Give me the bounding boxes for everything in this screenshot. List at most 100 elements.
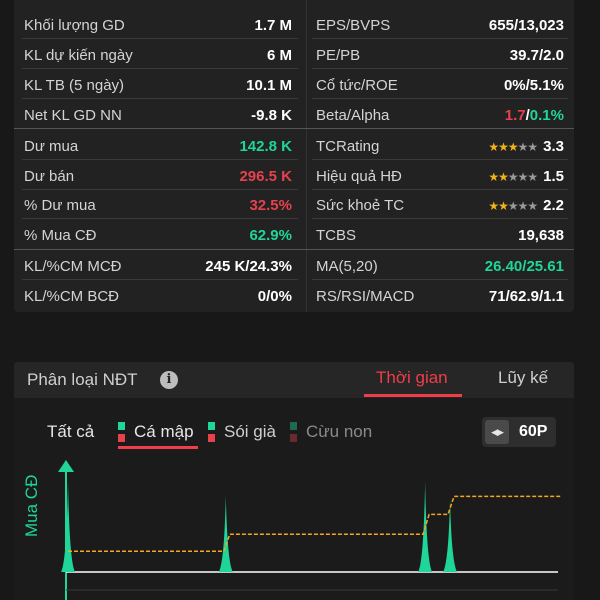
stat-row: Dư mua 142.8 K [24,131,292,161]
stat-value-sep: / [525,106,530,124]
stat-value: 32.5% [249,197,292,214]
star-rating-icon: ★ ★ ★ ★ ★ [488,198,538,213]
stat-row: EPS/BVPS 655/13,023 [316,10,564,40]
stat-label: Beta/Alpha [316,106,390,124]
stat-label: KL dự kiến ngày [24,46,133,64]
stat-value-a: 26.40 [484,257,523,275]
row-divider [22,218,298,219]
stat-label: Dư mua [24,137,79,155]
row-divider [312,98,568,99]
stat-row: RS/RSI/MACD 71/62.9/1.1 [316,281,564,311]
stat-label: KL/%CM BCĐ [24,287,120,305]
stat-label: % Mua CĐ [24,226,97,244]
stat-label: Hiệu quả HĐ [316,167,402,185]
stat-value: 10.1 M [246,77,292,94]
stat-label: Dư bán [24,167,75,185]
tab-thoi-gian[interactable]: Thời gian [376,368,448,387]
stat-value: -9.8 K [251,107,292,124]
stat-value: 19,638 [518,227,564,244]
row-divider [312,279,568,280]
section-divider [14,128,574,129]
stat-value: ★ ★ ★ ★ ★ 2.2 [488,197,564,214]
stat-value-text: 19,638 [518,226,564,244]
stat-value: ★ ★ ★ ★ ★ 3.3 [488,138,564,155]
stat-value-a: 1.7 [504,106,526,124]
stat-value-text: 71/62.9/1.1 [488,287,564,305]
legend-marker-icon [208,422,215,442]
active-filter-indicator [118,446,198,449]
stat-value-text: 2.2 [543,196,564,214]
filter-label: Sói già [224,422,276,441]
stat-value-text: 1.7 M [254,16,292,34]
stat-value: 1.7 M [254,17,292,34]
stat-row: Sức khoẻ TC ★ ★ ★ ★ ★ 2.2 [316,190,564,220]
filter-label: Cá mập [134,422,194,441]
stat-value-text: -9.8 K [251,106,292,124]
row-divider [312,68,568,69]
legend-marker-icon [290,422,297,442]
stat-value-text: 0/0% [257,287,292,305]
stat-value-b: 25.61 [526,257,564,275]
stat-row: % Dư mua 32.5% [24,190,292,220]
filter-cuu-non[interactable]: Cừu non [290,422,372,442]
stat-value-text: 6 M [266,46,292,64]
stat-row: Beta/Alpha 1.7/0.1% [316,100,564,130]
tab-luy-ke[interactable]: Lũy kế [498,368,549,387]
filter-soi-gia[interactable]: Sói già [208,422,276,442]
period-selector[interactable]: ◀▶ 60P [482,417,556,447]
stat-row: % Mua CĐ 62.9% [24,220,292,250]
stat-value-text: 0%/5.1% [503,76,564,94]
stat-value: 296.5 K [239,168,292,185]
stat-value-text: 296.5 K [239,167,292,185]
stat-label: KL/%CM MCĐ [24,257,122,275]
row-divider [22,68,298,69]
row-divider [312,189,568,190]
stat-value-text: 655/13,023 [488,16,564,34]
row-divider [312,159,568,160]
stat-label: TCBS [316,226,357,244]
stat-label: Khối lượng GD [24,16,125,34]
filter-label: Tất cả [47,422,95,441]
stat-value-text: 62.9% [249,226,292,244]
stat-value-text: 39.7/2.0 [509,46,564,64]
stat-value: 245 K/24.3% [205,258,292,275]
legend-marker-icon [118,422,125,442]
row-divider [22,38,298,39]
stat-label: RS/RSI/MACD [316,287,415,305]
row-divider [312,38,568,39]
filter-label: Cừu non [306,422,373,441]
stat-row: TCRating ★ ★ ★ ★ ★ 3.3 [316,131,564,161]
stat-value: 62.9% [249,227,292,244]
stat-label: Cổ tức/ROE [316,76,398,94]
info-icon[interactable]: i [160,371,178,389]
stat-value-text: 32.5% [249,196,292,214]
row-divider [312,218,568,219]
filter-all[interactable]: Tất cả [47,422,94,442]
stat-value: 0%/5.1% [504,77,564,94]
column-divider [306,0,307,312]
stat-row: Net KL GD NN -9.8 K [24,100,292,130]
stat-value: 71/62.9/1.1 [489,288,564,305]
stat-value: 1.7/0.1% [505,107,564,124]
stat-value-b: 0.1% [529,106,564,124]
stat-row: KL/%CM MCĐ 245 K/24.3% [24,251,292,281]
panel-header: Phân loại NĐT i Thời gian Lũy kế [14,362,574,398]
row-divider [22,279,298,280]
active-tab-indicator [364,394,462,397]
investor-flow-chart [58,460,562,600]
stat-row: Khối lượng GD 1.7 M [24,10,292,40]
stat-value-text: 3.3 [543,137,564,155]
star-rating-icon: ★ ★ ★ ★ ★ [488,139,538,154]
stat-value: 142.8 K [239,138,292,155]
stat-row: TCBS 19,638 [316,220,564,250]
stat-label: Net KL GD NN [24,106,122,124]
filter-ca-map[interactable]: Cá mập [118,422,194,442]
stat-value-sep: / [522,257,527,275]
stat-value: 655/13,023 [489,17,564,34]
stat-label: % Dư mua [24,196,96,214]
expand-horizontal-icon: ◀▶ [485,420,509,444]
stat-label: Sức khoẻ TC [316,196,405,214]
stat-row: KL TB (5 ngày) 10.1 M [24,70,292,100]
stat-row: Hiệu quả HĐ ★ ★ ★ ★ ★ 1.5 [316,161,564,191]
stat-value-text: 142.8 K [239,137,292,155]
